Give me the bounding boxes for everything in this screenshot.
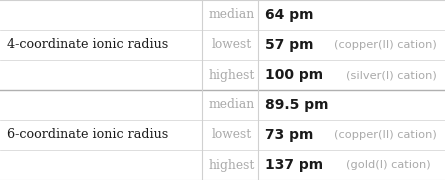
Text: lowest: lowest — [211, 129, 251, 141]
Text: median: median — [208, 8, 255, 21]
Text: 6-coordinate ionic radius: 6-coordinate ionic radius — [7, 129, 168, 141]
Text: (copper(II) cation): (copper(II) cation) — [334, 130, 437, 140]
Text: 100 pm: 100 pm — [265, 68, 323, 82]
Text: median: median — [208, 98, 255, 111]
Text: (gold(I) cation): (gold(I) cation) — [347, 160, 431, 170]
Text: 73 pm: 73 pm — [265, 128, 313, 142]
Text: 89.5 pm: 89.5 pm — [265, 98, 328, 112]
Text: 137 pm: 137 pm — [265, 158, 323, 172]
Text: 4-coordinate ionic radius: 4-coordinate ionic radius — [7, 39, 168, 51]
Text: highest: highest — [208, 159, 255, 172]
Text: lowest: lowest — [211, 39, 251, 51]
Text: (silver(I) cation): (silver(I) cation) — [347, 70, 437, 80]
Text: 64 pm: 64 pm — [265, 8, 313, 22]
Text: highest: highest — [208, 69, 255, 82]
Text: 57 pm: 57 pm — [265, 38, 313, 52]
Text: (copper(II) cation): (copper(II) cation) — [334, 40, 437, 50]
